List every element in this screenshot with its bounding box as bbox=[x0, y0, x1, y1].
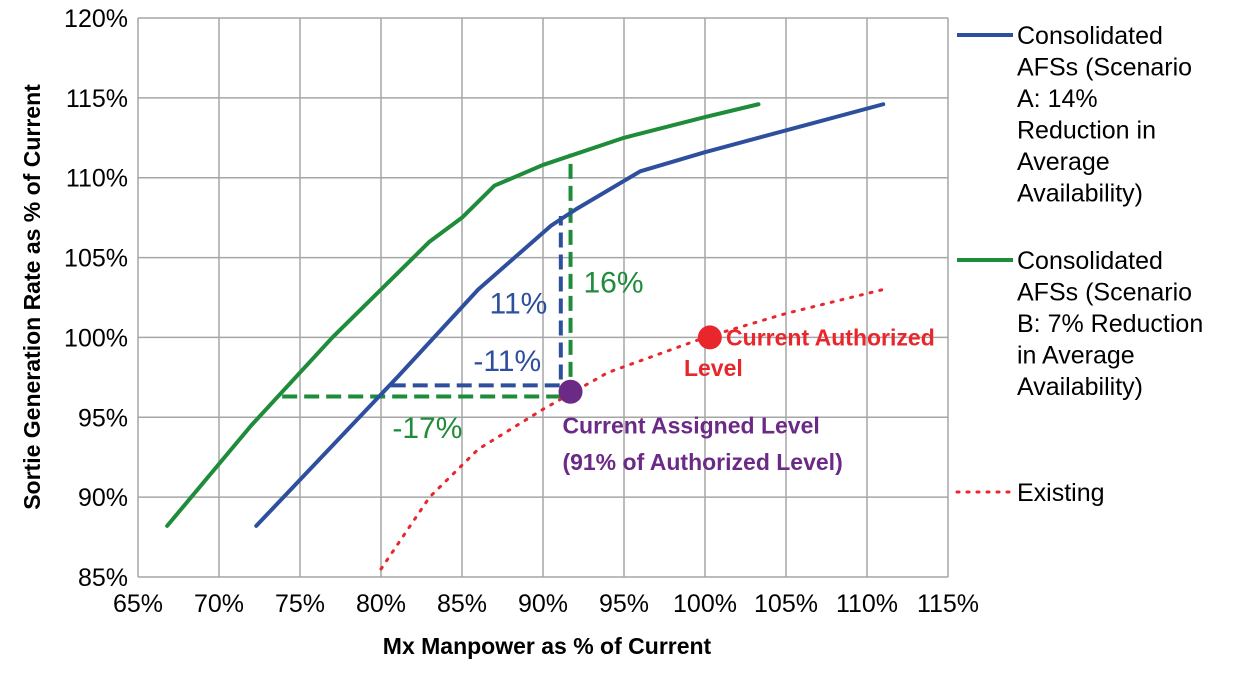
y-tick-label: 120% bbox=[64, 5, 128, 33]
annotation-11: -11% bbox=[473, 345, 541, 378]
annotation-level: Level bbox=[684, 355, 743, 381]
annotations: 11% 16% -11% -17% Current Authorized Level Cur… bbox=[392, 267, 934, 475]
x-tick-label: 110% bbox=[836, 590, 898, 618]
annotation-16: 16% bbox=[584, 267, 644, 300]
y-tick-label: 90% bbox=[78, 484, 128, 512]
y-tick-label: 110% bbox=[66, 165, 128, 193]
x-axis-title: Mx Manpower as % of Current bbox=[383, 633, 712, 659]
legend-label-1: Consolidated AFSs (Scenario A: 14% Reductio… bbox=[1017, 22, 1192, 208]
annotation-current-authorized: Current Authorized bbox=[726, 324, 935, 350]
y-tick-label: 85% bbox=[78, 564, 128, 592]
guide-line-1 bbox=[390, 216, 563, 388]
x-tick-label: 100% bbox=[673, 590, 737, 618]
x-tick-label: 75% bbox=[275, 590, 325, 618]
x-tick-label: 105% bbox=[754, 590, 818, 618]
x-tick-label: 95% bbox=[599, 590, 649, 618]
series-lines bbox=[165, 102, 886, 571]
series-scenario-a-line bbox=[254, 102, 886, 528]
x-tick-label: 70% bbox=[194, 590, 244, 618]
x-tick-label: 85% bbox=[437, 590, 487, 618]
x-tick-label: 65% bbox=[113, 590, 163, 618]
y-axis-title: Sortie Generation Rate as % of Current bbox=[19, 84, 45, 510]
tick-labels: 65% 70% 75% 80% 85% 90% 95% 100% 105% 110% 115% 85%… bbox=[64, 5, 979, 618]
annotation-current-assigned-level: Current Assigned Level bbox=[562, 412, 819, 438]
y-tick-label: 95% bbox=[78, 404, 128, 432]
markers bbox=[558, 325, 722, 404]
legend-label-3: Existing bbox=[1017, 479, 1105, 507]
x-tick-label: 80% bbox=[356, 590, 406, 618]
y-tick-label: 115% bbox=[66, 85, 128, 113]
series-existing-line bbox=[379, 288, 885, 571]
current-authorized-marker bbox=[697, 325, 722, 350]
x-tick-label: 90% bbox=[518, 590, 568, 618]
legend-label-2: Consolidated AFSs (Scenario B: 7% Reductio… bbox=[1017, 247, 1203, 401]
legend: Consolidated AFSs (Scenario A: 14% Reductio… bbox=[955, 22, 1203, 507]
current-assigned-marker bbox=[558, 379, 583, 404]
grid bbox=[137, 17, 949, 578]
x-tick-label: 115% bbox=[917, 590, 979, 618]
y-tick-label: 100% bbox=[64, 324, 128, 352]
y-tick-label: 105% bbox=[64, 245, 128, 273]
series-scenario-b-line bbox=[165, 102, 761, 528]
annotation-91-of-authorized-level: (91% of Authorized Level) bbox=[562, 449, 842, 475]
annotation-17: -17% bbox=[392, 412, 462, 445]
annotation-11: 11% bbox=[490, 287, 548, 320]
